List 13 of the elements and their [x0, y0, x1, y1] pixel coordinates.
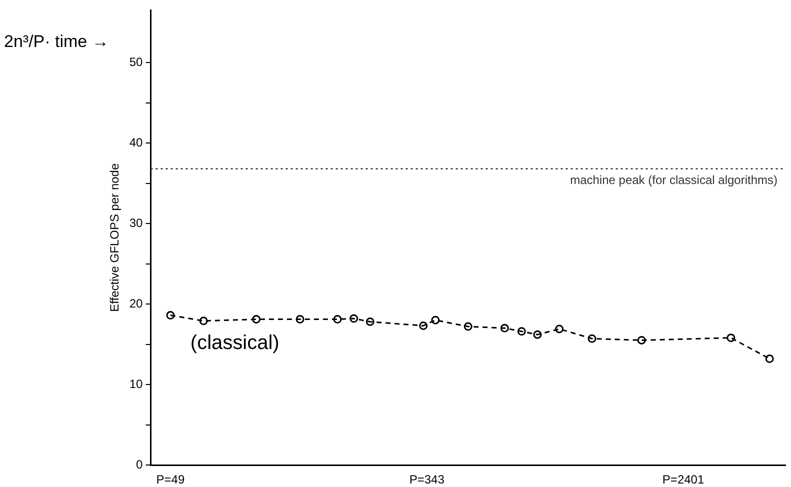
y-tick-label: 50: [129, 54, 144, 69]
y-axis-title: Effective GFLOPS per node: [108, 163, 122, 312]
series-label: (classical): [190, 332, 280, 354]
y-tick-label: 0: [136, 457, 144, 472]
x-tick-label: P=49: [156, 472, 185, 487]
x-tick-label: P=2401: [662, 472, 704, 487]
y-tick-label: 20: [129, 296, 144, 310]
ref-line-label: machine peak (for classical algorithms): [570, 173, 778, 188]
y-tick-label: 40: [129, 135, 144, 150]
y-tick-label: 10: [129, 376, 144, 391]
text: 2n³/P· time →: [4, 32, 109, 52]
y-tick-label: 30: [129, 216, 144, 230]
x-tick-label: P=343: [409, 472, 445, 487]
